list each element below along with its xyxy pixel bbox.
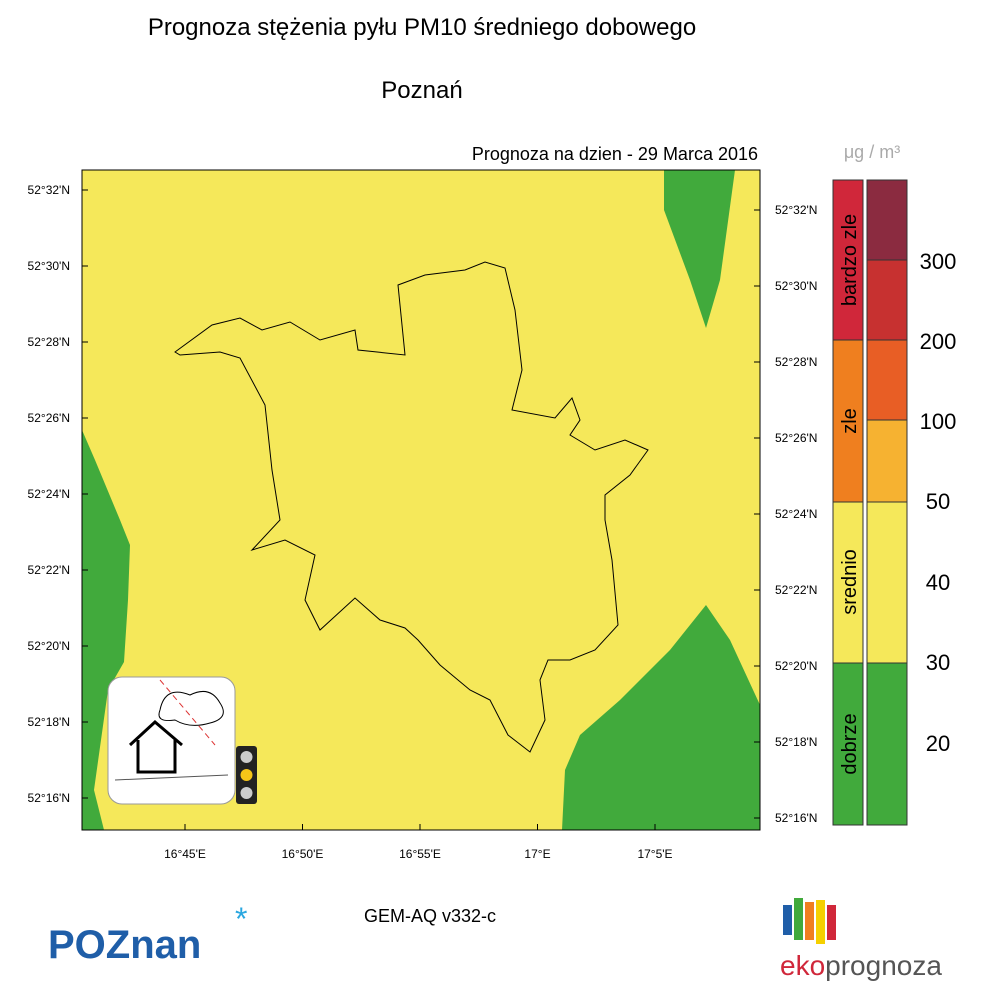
- ground-line: [114, 774, 229, 781]
- house-icon: [128, 719, 183, 774]
- logo-star: *: [235, 901, 247, 937]
- light-off: [240, 787, 253, 799]
- level-block: [866, 259, 908, 341]
- low-zone: [562, 605, 760, 830]
- lat-label: 52°32'N: [775, 203, 817, 217]
- map-frame: [81, 169, 761, 831]
- lon-label: 17°E: [524, 847, 550, 861]
- legend-labels: bardzo zle zle srednio dobrze 300 200 100 50 40 3…: [839, 214, 956, 775]
- level-label: 300: [920, 249, 957, 274]
- lat-label: 52°18'N: [775, 735, 817, 749]
- lat-label: 52°24'N: [28, 487, 70, 501]
- lat-label: 52°28'N: [28, 335, 70, 349]
- category-label: dobrze: [839, 713, 861, 774]
- category-label: zle: [839, 408, 861, 434]
- level-label: 50: [926, 489, 950, 514]
- level-block: [866, 419, 908, 503]
- lon-label: 16°55'E: [399, 847, 441, 861]
- cloud-icon: [158, 690, 224, 726]
- unit: μg / m³: [844, 142, 900, 162]
- city-boundary: [174, 261, 649, 753]
- level-label: 100: [920, 409, 957, 434]
- level-block: [866, 662, 908, 826]
- low-zone: [664, 170, 735, 328]
- lat-label: 52°24'N: [775, 507, 817, 521]
- logo-suffix: prognoza: [825, 950, 942, 981]
- category-block: [832, 339, 864, 503]
- lat-label: 52°28'N: [775, 355, 817, 369]
- ekoprognoza-bars: [783, 898, 836, 944]
- lat-label: 52°26'N: [28, 411, 70, 425]
- category-block: [832, 501, 864, 664]
- category-label: bardzo zle: [839, 214, 861, 306]
- lat-label: 52°16'N: [28, 791, 70, 805]
- forecast-date: Prognoza na dzien - 29 Marca 2016: [472, 144, 758, 164]
- map-axes: 52°32'N 52°30'N 52°28'N 52°26'N 52°24'N 52°22…: [28, 183, 818, 861]
- lon-label: 16°50'E: [282, 847, 324, 861]
- lat-label: 52°22'N: [775, 583, 817, 597]
- level-block: [866, 179, 908, 261]
- logo-poznan: POZnan: [48, 923, 201, 967]
- color-scale: [832, 179, 908, 826]
- lat-label: 52°20'N: [775, 659, 817, 673]
- lon-label: 16°45'E: [164, 847, 206, 861]
- lat-label: 52°16'N: [775, 811, 817, 825]
- light-on: [240, 769, 253, 781]
- level-block: [866, 339, 908, 421]
- lat-label: 52°32'N: [28, 183, 70, 197]
- level-label: 40: [926, 570, 950, 595]
- lat-label: 52°30'N: [28, 259, 70, 273]
- cross-line: [159, 679, 216, 746]
- model-name: GEM-AQ v332-c: [364, 906, 496, 926]
- level-label: 200: [920, 329, 957, 354]
- logo-ekoprognoza: ekoprognoza: [780, 950, 942, 981]
- lon-label: 17°5'E: [637, 847, 672, 861]
- lat-label: 52°18'N: [28, 715, 70, 729]
- low-zone: [82, 430, 130, 830]
- level-block: [866, 501, 908, 664]
- logo-prefix: eko: [780, 950, 825, 981]
- category-block: [832, 662, 864, 826]
- level-label: 20: [926, 731, 950, 756]
- light-off: [240, 751, 253, 763]
- category-label: srednio: [839, 549, 861, 615]
- lat-label: 52°30'N: [775, 279, 817, 293]
- level-label: 30: [926, 650, 950, 675]
- title: Prognoza stężenia pyłu PM10 średniego do…: [148, 14, 696, 41]
- map: [81, 169, 761, 831]
- lat-label: 52°20'N: [28, 639, 70, 653]
- lat-label: 52°22'N: [28, 563, 70, 577]
- lat-label: 52°26'N: [775, 431, 817, 445]
- city: Poznań: [381, 77, 462, 104]
